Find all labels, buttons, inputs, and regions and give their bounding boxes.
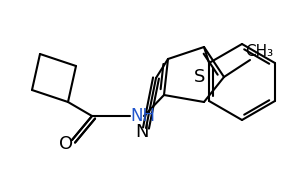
Text: N: N [135, 123, 149, 141]
Text: NH: NH [131, 107, 156, 125]
Text: S: S [194, 68, 206, 86]
Text: O: O [59, 135, 73, 153]
Text: CH₃: CH₃ [245, 44, 273, 59]
